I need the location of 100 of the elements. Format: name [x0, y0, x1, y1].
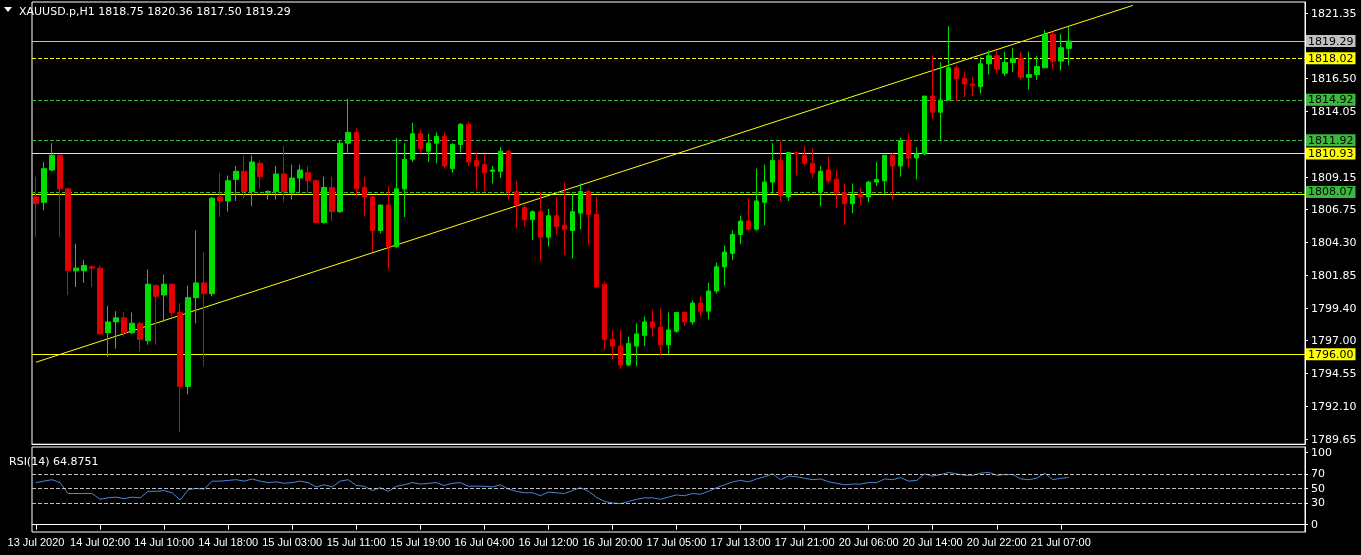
- candlestick: [954, 64, 959, 102]
- candlestick: [762, 164, 767, 226]
- y-tick-label: 1801.85: [1311, 269, 1357, 283]
- candlestick: [770, 142, 775, 195]
- x-tick-label: 15 Jul 03:00: [262, 535, 323, 548]
- candlestick: [578, 182, 583, 230]
- candlestick: [161, 274, 167, 323]
- candlestick: [474, 152, 479, 191]
- y-tick-label: 1797.00: [1311, 334, 1357, 348]
- y-tick-label: 1809.15: [1311, 170, 1357, 184]
- candlestick: [970, 76, 975, 97]
- candlestick: [938, 61, 943, 141]
- candlestick: [378, 204, 383, 234]
- candlestick: [265, 189, 271, 201]
- y-tick-label: 1804.30: [1311, 236, 1357, 250]
- candlestick: [786, 152, 791, 202]
- candlestick: [682, 310, 687, 327]
- x-tick-label: 15 Jul 19:00: [390, 535, 451, 548]
- candlestick: [1018, 51, 1024, 81]
- text: RSI(14) 64.8751: [9, 455, 99, 468]
- candlestick: [538, 191, 543, 262]
- candlestick: [1066, 26, 1072, 66]
- y-tick-label: 30: [1311, 496, 1325, 510]
- candlestick: [794, 150, 799, 176]
- candlestick: [370, 195, 375, 253]
- candlestick: [530, 209, 535, 241]
- x-tick-label: 20 Jul 14:00: [902, 535, 963, 548]
- candlestick: [498, 146, 503, 179]
- candlestick: [73, 243, 79, 288]
- x-tick-label: 20 Jul 22:00: [966, 535, 1027, 548]
- candlestick: [962, 71, 967, 98]
- x-tick-label: 21 Jul 07:00: [1030, 535, 1091, 548]
- candlestick: [778, 139, 783, 202]
- candlestick: [354, 127, 359, 197]
- y-tick-label: 1792.10: [1311, 400, 1357, 414]
- x-tick-label: 16 Jul 04:00: [454, 535, 515, 548]
- y-tick-label: 70: [1311, 467, 1325, 481]
- candlestick: [890, 152, 895, 201]
- candlestick: [442, 131, 447, 170]
- x-tick-label: 17 Jul 21:00: [774, 535, 835, 548]
- candlestick: [466, 121, 471, 167]
- candlestick: [666, 311, 671, 355]
- candlestick: [249, 154, 255, 207]
- x-tick-label: 13 Jul 2020: [7, 535, 65, 548]
- candlestick: [834, 169, 839, 209]
- candlestick: [273, 165, 279, 201]
- x-tick-label: 20 Jul 06:00: [838, 535, 899, 548]
- candlestick: [305, 165, 311, 194]
- x-tick-label: 16 Jul 12:00: [518, 535, 579, 548]
- candlestick: [658, 307, 663, 356]
- candlestick: [105, 305, 111, 358]
- candlestick: [1034, 55, 1040, 81]
- candlestick: [297, 164, 303, 194]
- candlestick: [826, 156, 831, 184]
- y-tick-label: 100: [1311, 445, 1332, 459]
- candlestick: [690, 299, 695, 326]
- candlestick: [850, 182, 855, 214]
- candlestick: [858, 186, 863, 206]
- x-tick-label: 14 Jul 02:00: [70, 535, 131, 548]
- candlestick: [137, 321, 143, 352]
- x-tick-label: 15 Jul 11:00: [326, 535, 386, 548]
- candlestick: [217, 172, 223, 218]
- candlestick: [490, 165, 495, 184]
- candlestick: [233, 165, 239, 202]
- candlestick: [738, 215, 743, 245]
- candlestick: [426, 133, 431, 163]
- y-tick-label: 1814.05: [1311, 105, 1357, 119]
- candlestick: [209, 196, 215, 297]
- candlestick: [145, 268, 151, 346]
- candlestick: [674, 311, 679, 334]
- candlestick: [345, 98, 351, 155]
- candlestick: [722, 244, 727, 287]
- candlestick: [153, 283, 159, 346]
- ref-line-label: 1814.92: [1308, 93, 1354, 107]
- candlestick: [185, 285, 191, 395]
- candlestick: [842, 182, 847, 226]
- candlestick: [650, 309, 655, 338]
- candlestick: [201, 251, 207, 367]
- candlestick: [193, 229, 199, 324]
- candlestick: [730, 229, 735, 261]
- candlestick: [1026, 51, 1032, 90]
- candlestick: [410, 122, 415, 163]
- y-tick-label: 1789.65: [1311, 433, 1357, 446]
- candlestick: [818, 165, 823, 207]
- candlestick: [514, 180, 519, 229]
- candlestick: [321, 176, 327, 225]
- candlestick: [586, 189, 591, 246]
- y-tick-label: 50: [1311, 481, 1325, 495]
- candlestick: [754, 168, 759, 231]
- y-tick-label: 1816.50: [1311, 72, 1357, 86]
- candlestick: [698, 295, 703, 318]
- candlestick: [121, 311, 127, 338]
- ref-line-label: 1811.92: [1308, 133, 1354, 147]
- candlestick: [866, 180, 871, 203]
- candlestick: [458, 122, 463, 154]
- candlestick: [546, 208, 551, 248]
- candlestick: [930, 55, 935, 120]
- y-tick-label: 1821.35: [1311, 6, 1357, 20]
- candlestick: [450, 142, 455, 174]
- candlestick: [1002, 51, 1008, 77]
